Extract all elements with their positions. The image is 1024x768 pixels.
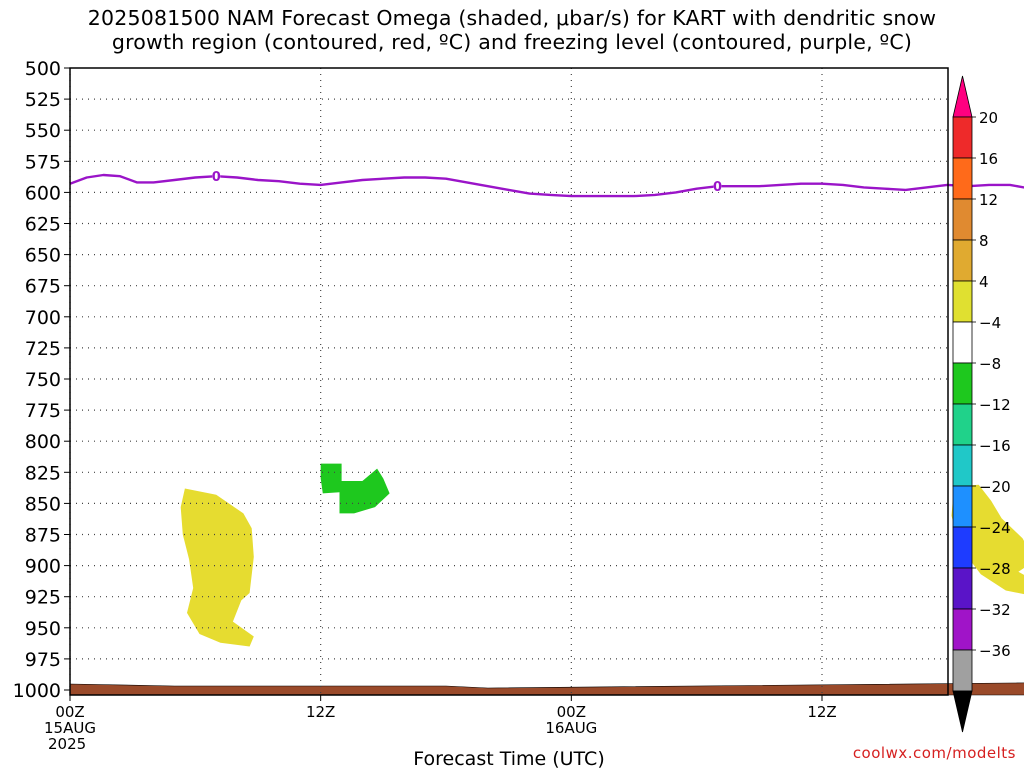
y-tick-label-675: 675 — [25, 276, 61, 298]
colorbar-label-13: −36 — [979, 642, 1011, 660]
x-tick-label-24-1: 16AUG — [545, 719, 597, 737]
colorbar-swatch-3 — [952, 198, 973, 241]
colorbar-swatch-12 — [952, 567, 973, 610]
omega-shading-layer — [180, 463, 1024, 647]
y-tick-label-650: 650 — [25, 245, 61, 267]
colorbar-label-9: −20 — [979, 478, 1011, 496]
x-axis: 00Z15AUG202512Z00Z16AUG12Z00Z17AUG12Z00Z… — [44, 695, 837, 753]
x-tick-label-36-0: 12Z — [807, 703, 836, 721]
colorbar-swatch-1 — [952, 116, 973, 159]
grid-layer — [69, 68, 948, 695]
y-axis: 500 525 550 575 600 625 650 675 700 725 750 775 800 8… — [13, 58, 70, 702]
freezing-level-label-bg-0 — [212, 169, 221, 183]
freezing-level-label-0: 0 — [212, 170, 221, 185]
y-tick-label-750: 750 — [25, 369, 61, 391]
y-tick-label-600: 600 — [25, 182, 61, 204]
surface-terrain — [69, 682, 1024, 696]
y-tick-label-575: 575 — [25, 151, 61, 173]
colorbar-swatch-13 — [952, 608, 973, 651]
y-tick-label-625: 625 — [25, 214, 61, 236]
colorbar-label-6: −8 — [979, 355, 1001, 373]
colorbar-swatch-7 — [952, 362, 973, 405]
y-tick-label-800: 800 — [25, 431, 61, 453]
y-tick-label-825: 825 — [25, 462, 61, 484]
colorbar-swatch-14 — [952, 649, 973, 692]
y-tick-label-950: 950 — [25, 618, 61, 640]
x-tick-label-24-0: 00Z — [557, 703, 586, 721]
surface-layer — [69, 682, 1024, 696]
colorbar-swatch-11 — [952, 526, 973, 569]
y-tick-label-500: 500 — [25, 58, 61, 80]
y-tick-label-850: 850 — [25, 493, 61, 515]
colorbar-label-5: −4 — [979, 314, 1001, 332]
y-tick-label-925: 925 — [25, 587, 61, 609]
site-credit: coolwx.com/modelts — [852, 744, 1016, 762]
x-tick-label-12-0: 12Z — [306, 703, 335, 721]
freezing-level-label-1: 0 — [713, 180, 722, 195]
colorbar-label-2: 12 — [979, 191, 998, 209]
x-axis-label: Forecast Time (UTC) — [413, 748, 604, 768]
plot-frame — [69, 67, 949, 696]
colorbar-swatch-8 — [952, 403, 973, 446]
colorbar-label-8: −16 — [979, 437, 1011, 455]
y-tick-label-525: 525 — [25, 89, 61, 111]
y-tick-label-550: 550 — [25, 120, 61, 142]
y-tick-label-1000: 1000 — [13, 680, 61, 702]
y-tick-label-975: 975 — [25, 649, 61, 671]
colorbar-swatch-4 — [952, 239, 973, 282]
colorbar: 20 16 12 8 4 −4 −8 −12 −16 −20 −24 −28 −32 −36 — [952, 75, 1011, 733]
x-tick-label-0-2: 2025 — [48, 735, 86, 753]
colorbar-label-0: 20 — [979, 109, 998, 127]
freezing-level-layer: 000 — [69, 169, 1024, 198]
colorbar-swatch-6 — [952, 321, 973, 364]
colorbar-label-1: 16 — [979, 150, 998, 168]
colorbar-swatch-5 — [952, 280, 973, 323]
colorbar-label-10: −24 — [979, 519, 1011, 537]
omega-region-1 — [320, 463, 390, 514]
colorbar-swatch-9 — [952, 444, 973, 487]
colorbar-label-7: −12 — [979, 396, 1011, 414]
freezing-level-line — [69, 173, 1024, 198]
colorbar-label-4: 4 — [979, 273, 989, 291]
y-tick-label-700: 700 — [25, 307, 61, 329]
x-tick-label-0-0: 00Z — [55, 703, 84, 721]
colorbar-label-12: −32 — [979, 601, 1011, 619]
colorbar-label-3: 8 — [979, 232, 989, 250]
colorbar-top-arrow — [952, 75, 973, 118]
colorbar-swatch-10 — [952, 485, 973, 528]
colorbar-swatch-2 — [952, 157, 973, 200]
y-tick-label-875: 875 — [25, 525, 61, 547]
x-tick-label-0-1: 15AUG — [44, 719, 96, 737]
colorbar-bottom-arrow — [952, 690, 973, 733]
freezing-level-label-bg-1 — [713, 179, 722, 193]
y-tick-label-725: 725 — [25, 338, 61, 360]
y-tick-label-775: 775 — [25, 400, 61, 422]
y-tick-label-900: 900 — [25, 556, 61, 578]
chart-title: 2025081500 NAM Forecast Omega (shaded, μ… — [87, 6, 937, 54]
omega-region-0 — [180, 488, 254, 647]
colorbar-label-11: −28 — [979, 560, 1011, 578]
